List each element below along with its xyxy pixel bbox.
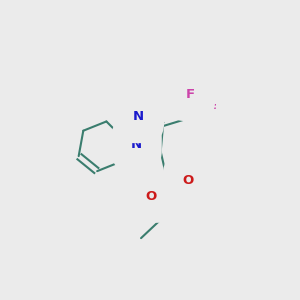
Text: N: N bbox=[133, 110, 144, 123]
Text: O: O bbox=[183, 174, 194, 187]
Text: N: N bbox=[131, 138, 142, 151]
Text: F: F bbox=[208, 103, 217, 116]
Text: F: F bbox=[205, 124, 214, 137]
Text: O: O bbox=[146, 190, 157, 203]
Text: F: F bbox=[186, 88, 195, 101]
